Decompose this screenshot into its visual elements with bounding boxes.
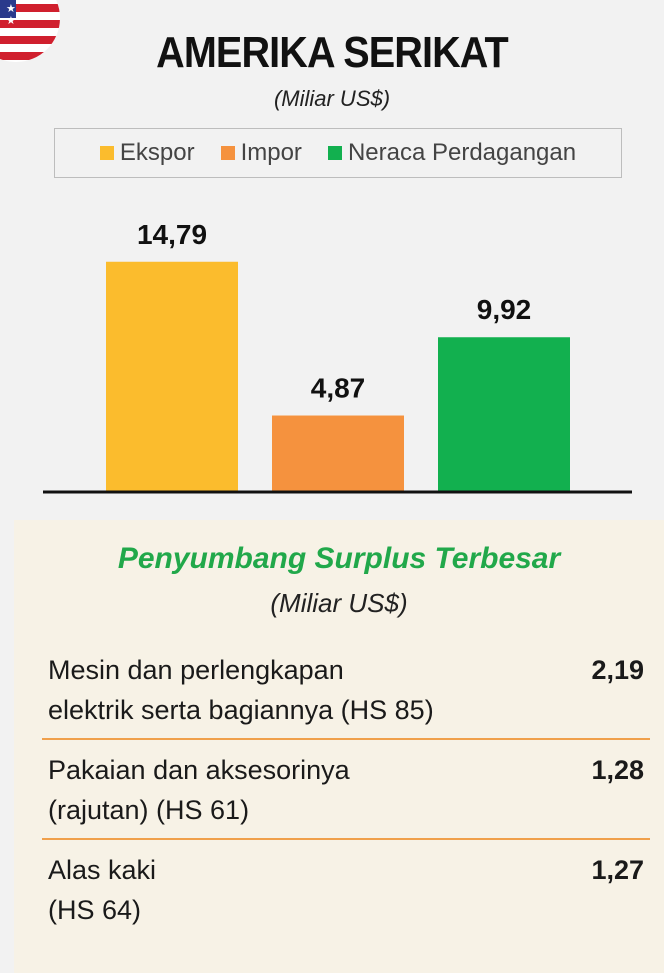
bar-neraca-perdagangan (438, 337, 570, 491)
surplus-row-label: Pakaian dan aksesorinya (rajutan) (HS 61… (48, 750, 528, 830)
legend-swatch-impor (220, 146, 235, 160)
surplus-row: Mesin dan perlengkapan elektrik serta ba… (48, 650, 644, 730)
bar-impor (272, 415, 404, 491)
surplus-row-label: Alas kaki (HS 64) (48, 850, 528, 930)
legend-item-ekspor: Ekspor (99, 139, 195, 167)
bar-value-label: 9,92 (477, 294, 532, 325)
chart-legend: Ekspor Impor Neraca Perdagangan (54, 128, 622, 178)
surplus-row-label-line2: (rajutan) (HS 61) (48, 795, 250, 825)
surplus-row-label-line1: Alas kaki (48, 855, 157, 885)
legend-label-impor: Impor (240, 139, 302, 166)
surplus-row-label-line1: Mesin dan perlengkapan (48, 655, 344, 685)
row-divider (42, 838, 650, 840)
surplus-row: Alas kaki (HS 64) 1,27 (48, 850, 644, 930)
surplus-subtitle: (Miliar US$) (270, 588, 408, 618)
surplus-row-label-line2: elektrik serta bagiannya (HS 85) (48, 695, 434, 725)
svg-text:★: ★ (6, 14, 16, 27)
legend-label-ekspor: Ekspor (119, 139, 195, 166)
svg-text:★: ★ (6, 2, 16, 15)
us-flag-icon: ★ ★ (0, 0, 60, 62)
legend-item-neraca: Neraca Perdagangan (327, 139, 577, 167)
page-subtitle: (Miliar US$) (273, 86, 391, 111)
page-title: AMERIKA SERIKAT (156, 28, 509, 77)
surplus-row-value: 1,27 (591, 855, 644, 885)
row-divider (42, 738, 650, 740)
surplus-row-value: 1,28 (591, 755, 644, 785)
legend-swatch-neraca (327, 146, 342, 160)
surplus-row-label-line1: Pakaian dan aksesorinya (48, 755, 350, 785)
bar-value-label: 14,79 (137, 219, 207, 250)
surplus-title: Penyumbang Surplus Terbesar (117, 542, 561, 575)
surplus-row-value: 2,19 (591, 655, 644, 685)
legend-item-impor: Impor (220, 139, 302, 167)
bar-ekspor (106, 261, 238, 491)
legend-swatch-ekspor (99, 146, 114, 160)
surplus-row-label: Mesin dan perlengkapan elektrik serta ba… (48, 650, 528, 730)
legend-label-neraca: Neraca Perdagangan (347, 139, 577, 166)
surplus-row: Pakaian dan aksesorinya (rajutan) (HS 61… (48, 750, 644, 830)
bar-value-label: 4,87 (311, 373, 366, 404)
bar-chart: 14,79 4,87 9,92 (43, 219, 632, 494)
surplus-panel: Penyumbang Surplus Terbesar (Miliar US$)… (14, 520, 664, 973)
surplus-row-label-line2: (HS 64) (48, 895, 142, 925)
